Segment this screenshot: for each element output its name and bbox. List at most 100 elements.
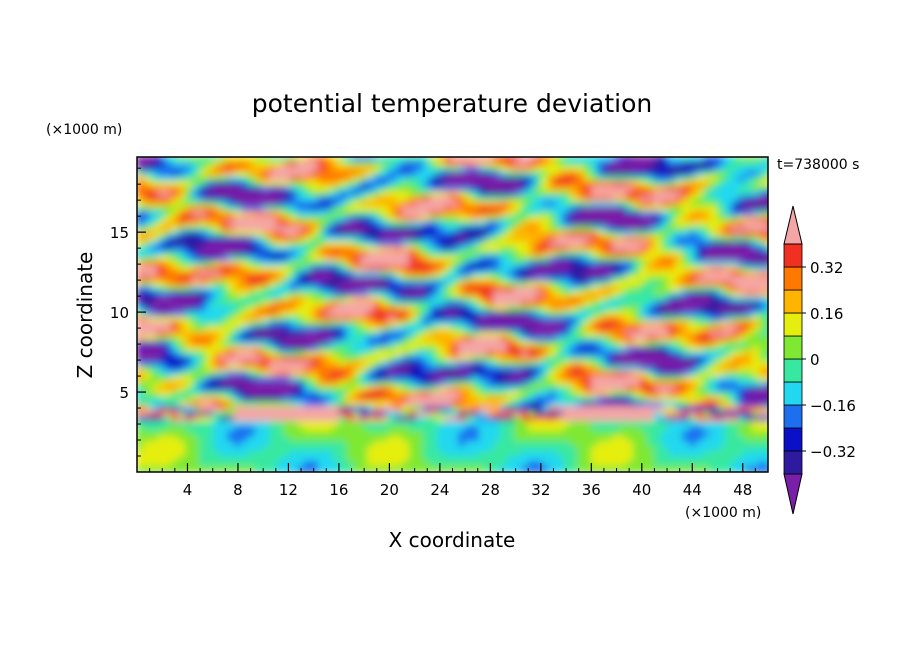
contour-cell [682, 411, 691, 418]
contour-cell [332, 351, 341, 358]
contour-cell [724, 191, 733, 198]
contour-cell [234, 186, 243, 193]
contour-cell [143, 351, 152, 358]
contour-cell [696, 276, 705, 283]
contour-cell [584, 216, 593, 223]
contour-cell [724, 276, 733, 283]
contour-cell [661, 341, 670, 348]
contour-cell [234, 286, 243, 293]
contour-cell [423, 236, 432, 243]
contour-cell [696, 271, 705, 278]
contour-cell [374, 246, 383, 253]
contour-cell [283, 336, 292, 343]
contour-cell [724, 391, 733, 398]
contour-cell [675, 256, 684, 263]
contour-cell [374, 341, 383, 348]
contour-cell [752, 236, 761, 243]
contour-cell [472, 281, 481, 288]
contour-cell [514, 166, 523, 173]
contour-cell [199, 236, 208, 243]
contour-cell [731, 386, 740, 393]
contour-cell [654, 301, 663, 308]
contour-cell [143, 271, 152, 278]
contour-cell [171, 301, 180, 308]
contour-cell [276, 176, 285, 183]
contour-cell [479, 271, 488, 278]
contour-cell [542, 396, 551, 403]
contour-cell [598, 356, 607, 363]
contour-cell [640, 341, 649, 348]
contour-cell [752, 386, 761, 393]
contour-cell [157, 216, 166, 223]
contour-cell [759, 181, 768, 188]
contour-cell [451, 221, 460, 228]
contour-cell [402, 221, 411, 228]
contour-cell [549, 286, 558, 293]
contour-cell [451, 286, 460, 293]
contour-cell [276, 356, 285, 363]
contour-cell [290, 276, 299, 283]
contour-cell [269, 396, 278, 403]
contour-cell [199, 356, 208, 363]
contour-cell [171, 406, 180, 413]
contour-cell [647, 276, 656, 283]
contour-cell [339, 296, 348, 303]
contour-cell [367, 281, 376, 288]
contour-cell [542, 341, 551, 348]
contour-cell [325, 356, 334, 363]
contour-cell [213, 286, 222, 293]
contour-cell [150, 157, 159, 163]
contour-cell [668, 386, 677, 393]
contour-cell [619, 171, 628, 178]
contour-cell [570, 426, 579, 433]
contour-cell [423, 396, 432, 403]
contour-cell [710, 176, 719, 183]
contour-cell [137, 371, 145, 378]
contour-cell [759, 251, 768, 258]
contour-cell [633, 336, 642, 343]
contour-cell [661, 206, 670, 213]
contour-cell [360, 226, 369, 233]
contour-cell [353, 221, 362, 228]
contour-cell [759, 356, 768, 363]
contour-cell [500, 176, 509, 183]
contour-cell [360, 301, 369, 308]
contour-cell [682, 356, 691, 363]
contour-cell [612, 306, 621, 313]
contour-cell [703, 396, 712, 403]
contour-cell [479, 286, 488, 293]
contour-cell [647, 306, 656, 313]
contour-cell [290, 181, 299, 188]
contour-cell [507, 291, 516, 298]
contour-cell [346, 216, 355, 223]
contour-cell [444, 226, 453, 233]
contour-cell [584, 306, 593, 313]
contour-cell [178, 221, 187, 228]
contour-cell [752, 206, 761, 213]
contour-cell [423, 351, 432, 358]
contour-cell [472, 211, 481, 218]
contour-cell [731, 216, 740, 223]
contour-cell [325, 261, 334, 268]
contour-cell [346, 376, 355, 383]
contour-cell [339, 301, 348, 308]
contour-cell [738, 406, 747, 413]
contour-cell [220, 231, 229, 238]
contour-cell [507, 231, 516, 238]
contour-cell [269, 161, 278, 168]
contour-cell [458, 356, 467, 363]
contour-cell [612, 196, 621, 203]
contour-cell [542, 201, 551, 208]
contour-cell [654, 391, 663, 398]
contour-cell [290, 191, 299, 198]
contour-cell [283, 356, 292, 363]
contour-cell [724, 171, 733, 178]
contour-cell [157, 246, 166, 253]
contour-cell [514, 346, 523, 353]
contour-cell [661, 356, 670, 363]
contour-cell [185, 271, 194, 278]
contour-cell [290, 246, 299, 253]
contour-cell [290, 211, 299, 218]
contour-cell [738, 416, 747, 423]
contour-cell [213, 216, 222, 223]
